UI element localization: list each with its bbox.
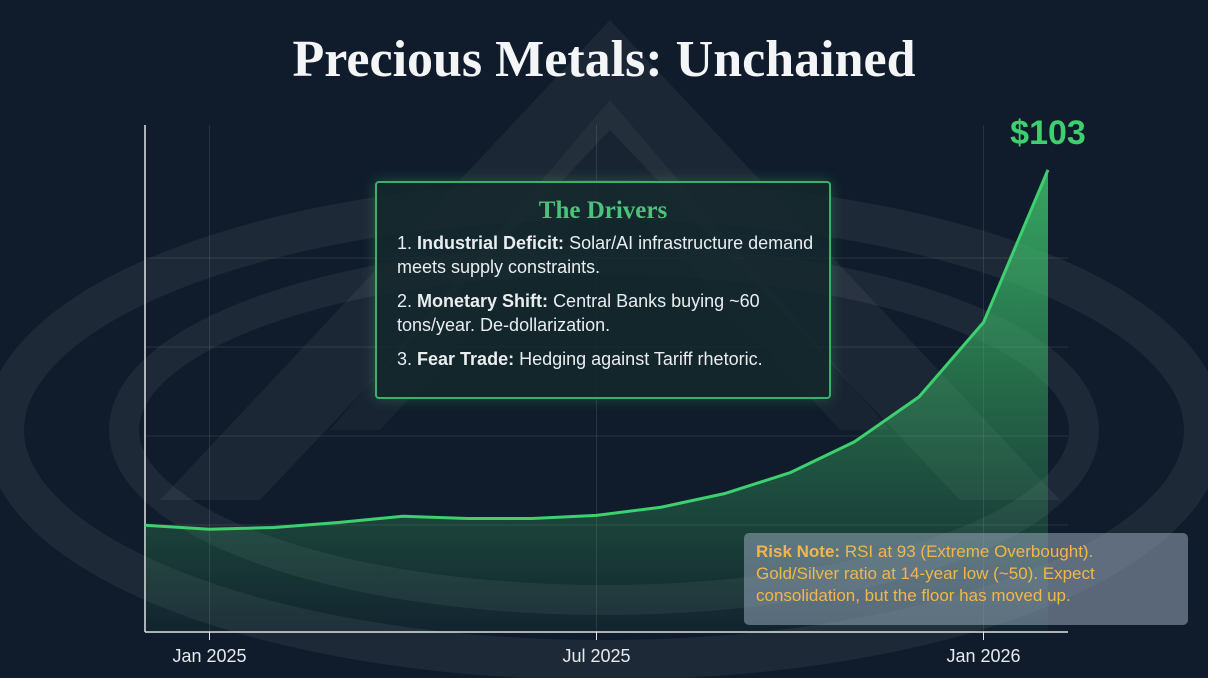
driver-item: 2. Monetary Shift: Central Banks buying … xyxy=(397,289,817,337)
driver-lead: Industrial Deficit: xyxy=(417,233,564,253)
driver-number: 2. xyxy=(397,291,412,311)
x-tick-label: Jul 2025 xyxy=(562,646,630,666)
driver-lead: Fear Trade: xyxy=(417,349,514,369)
drivers-box: The Drivers 1. Industrial Deficit: Solar… xyxy=(375,181,831,399)
page: Jan 2025 Jul 2025 Jan 2026 $103 Precious Me… xyxy=(0,0,1208,678)
driver-number: 3. xyxy=(397,349,412,369)
risk-note: Risk Note: RSI at 93 (Extreme Overbought… xyxy=(744,533,1188,625)
driver-item: 1. Industrial Deficit: Solar/AI infrastr… xyxy=(397,231,817,279)
x-tick-label: Jan 2026 xyxy=(946,646,1020,666)
chart-title: Precious Metals: Unchained xyxy=(0,30,1208,89)
driver-item: 3. Fear Trade: Hedging against Tariff rh… xyxy=(397,347,817,371)
drivers-list: 1. Industrial Deficit: Solar/AI infrastr… xyxy=(389,231,817,371)
value-label: $103 xyxy=(1010,114,1086,152)
drivers-title: The Drivers xyxy=(389,199,817,223)
driver-lead: Monetary Shift: xyxy=(417,291,548,311)
risk-lead: Risk Note: xyxy=(756,542,840,561)
x-tick-label: Jan 2025 xyxy=(172,646,246,666)
driver-text: Hedging against Tariff rhetoric. xyxy=(519,349,762,369)
driver-number: 1. xyxy=(397,233,412,253)
